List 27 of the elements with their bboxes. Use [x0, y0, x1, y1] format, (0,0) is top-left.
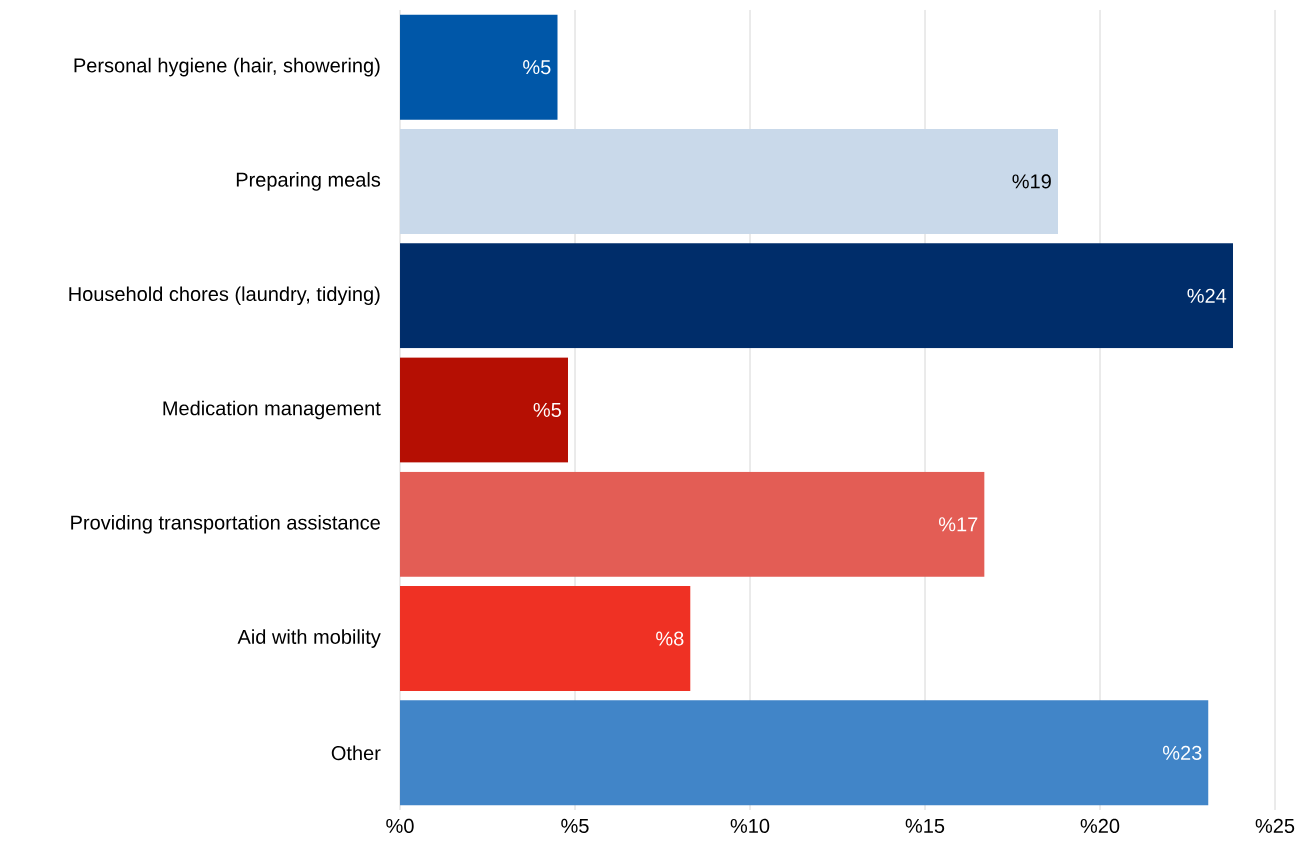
- x-tick-label: %10: [730, 818, 770, 834]
- x-tick-label: %25: [1255, 818, 1295, 834]
- x-tick-label: %0: [386, 818, 414, 834]
- bar: [400, 128, 1058, 234]
- y-tick-label: Household chores (laundry, tidying): [69, 286, 380, 306]
- x-tick-label: %5: [561, 818, 589, 833]
- x-tick-label: %15: [905, 818, 945, 833]
- y-tick-label: Medication management: [163, 400, 381, 420]
- y-tick-label: Preparing meals: [236, 172, 381, 191]
- data-label: %8: [656, 631, 684, 646]
- y-tick-label: Aid with mobility: [237, 629, 381, 648]
- data-label: %17: [938, 517, 978, 532]
- data-label: %5: [523, 60, 551, 75]
- data-label: %19: [1012, 174, 1051, 189]
- bar: [400, 357, 568, 463]
- x-tick-label: %20: [1080, 818, 1120, 834]
- data-label: %23: [1162, 745, 1202, 760]
- y-tick-label: Providing transportation assistance: [71, 514, 380, 534]
- bar: [400, 700, 1209, 806]
- bar: [400, 471, 985, 577]
- bar: [400, 14, 558, 120]
- data-label: %5: [533, 402, 561, 418]
- bar: [400, 586, 691, 692]
- data-label: %24: [1187, 288, 1227, 303]
- y-tick-label: Personal hygiene (hair, showering): [74, 57, 380, 77]
- y-tick-label: Other: [331, 745, 381, 761]
- bar: [400, 243, 1233, 349]
